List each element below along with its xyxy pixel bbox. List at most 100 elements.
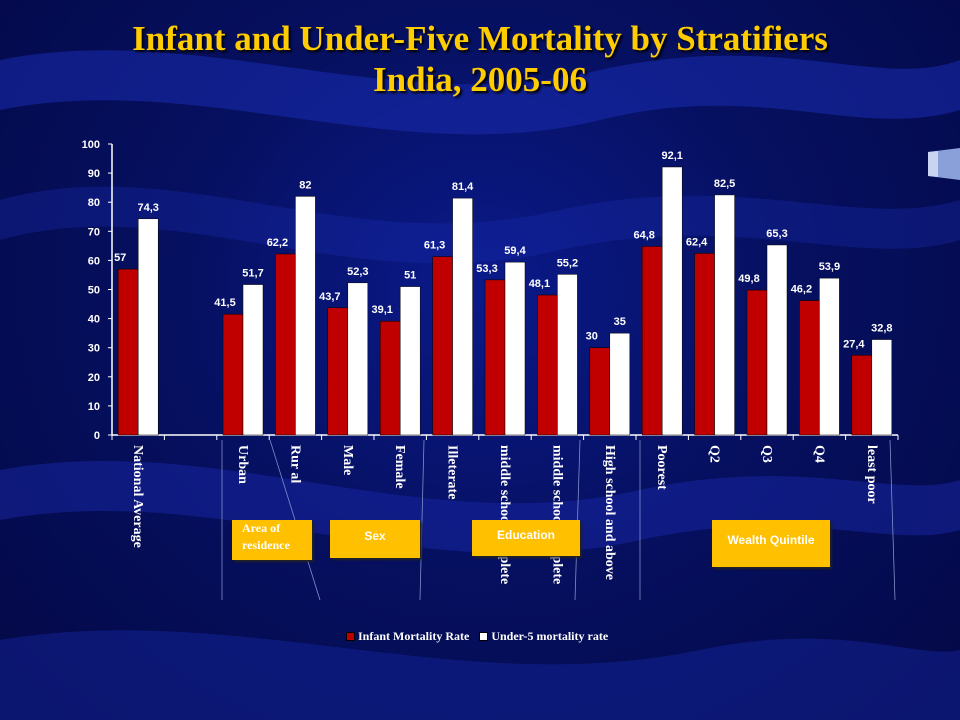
bar-under5-mortality <box>557 274 578 436</box>
group-separator-line <box>419 439 425 601</box>
data-label-infant: 57 <box>114 252 126 264</box>
data-label-under5: 82 <box>299 179 311 191</box>
data-label-under5: 81,4 <box>452 181 474 193</box>
edge-tab-decoration <box>928 148 960 180</box>
group-label-sex: Sex <box>330 520 420 558</box>
x-category-label: Urban <box>235 445 250 484</box>
data-label-under5: 74,3 <box>137 202 158 214</box>
y-tick-label: 50 <box>88 285 100 297</box>
data-label-infant: 48,1 <box>529 278 550 290</box>
x-category-label: least poor <box>864 445 879 504</box>
data-label-under5: 51,7 <box>242 268 263 280</box>
x-category-label: High school and above <box>602 445 617 580</box>
data-label-infant: 30 <box>586 331 598 343</box>
data-label-under5: 59,4 <box>504 245 526 257</box>
group-separator-line <box>889 439 896 601</box>
bar-infant-mortality <box>275 253 296 436</box>
y-tick-label: 0 <box>94 430 100 442</box>
bar-under5-mortality <box>242 284 264 436</box>
y-tick-label: 60 <box>88 255 100 267</box>
page-title: Infant and Under-Five Mortality by Strat… <box>0 18 960 100</box>
bar-under5-mortality <box>766 244 788 436</box>
data-label-under5: 52,3 <box>347 266 368 278</box>
bar-under5-mortality <box>609 332 631 436</box>
bar-under5-mortality <box>399 286 421 436</box>
group-label-wealth: Wealth Quintile <box>712 520 830 567</box>
bar-under5-mortality <box>819 277 840 436</box>
bar-infant-mortality <box>746 289 768 436</box>
x-category-label: Male <box>340 445 355 475</box>
data-label-infant: 62,4 <box>686 236 708 248</box>
bar-under5-mortality <box>295 196 316 436</box>
chart-legend: Infant Mortality Rate Under-5 mortality … <box>346 629 618 644</box>
data-label-infant: 39,1 <box>371 304 392 316</box>
bar-infant-mortality <box>694 253 715 436</box>
bar-infant-mortality <box>117 268 139 436</box>
title-line-1: Infant and Under-Five Mortality by Strat… <box>132 19 828 58</box>
bar-infant-mortality <box>589 347 611 436</box>
y-tick-label: 10 <box>88 401 100 413</box>
y-tick-label: 70 <box>88 226 100 238</box>
group-label-residence: Area of residence <box>232 520 312 560</box>
data-label-infant: 62,2 <box>267 237 288 249</box>
data-label-under5: 35 <box>614 316 626 328</box>
data-label-under5: 55,2 <box>557 257 578 269</box>
data-label-under5: 51 <box>404 270 416 282</box>
group-label-sex-text: Sex <box>364 529 386 543</box>
data-label-infant: 61,3 <box>424 240 445 252</box>
bar-under5-mortality <box>504 261 526 436</box>
y-tick-label: 80 <box>88 197 100 209</box>
data-label-under5: 92,1 <box>661 150 682 162</box>
x-category-label: Poorest <box>654 445 669 490</box>
x-category-label: Q4 <box>811 445 826 463</box>
data-label-infant: 46,2 <box>791 284 812 296</box>
bar-infant-mortality <box>851 355 873 436</box>
x-category-label: Illeterate <box>445 445 460 499</box>
data-label-infant: 64,8 <box>633 229 654 241</box>
legend-item-under5: Under-5 mortality rate <box>479 629 608 644</box>
x-category-label: Female <box>392 445 407 489</box>
title-line-2: India, 2005-06 <box>373 60 587 99</box>
data-label-under5: 53,9 <box>819 261 840 273</box>
y-tick-label: 40 <box>88 314 100 326</box>
data-label-under5: 65,3 <box>766 228 787 240</box>
bar-under5-mortality <box>347 282 369 436</box>
data-label-infant: 27,4 <box>843 338 865 350</box>
legend-label-infant: Infant Mortality Rate <box>358 629 470 643</box>
x-category-label: National Average <box>130 445 145 548</box>
x-category-label: Rur al <box>287 445 302 483</box>
group-label-wealth-text: Wealth Quintile <box>727 533 815 547</box>
bar-infant-mortality <box>799 300 820 436</box>
legend-label-under5: Under-5 mortality rate <box>491 629 609 643</box>
y-tick-label: 100 <box>82 139 100 151</box>
data-label-infant: 53,3 <box>476 263 497 275</box>
group-label-education-text: Education <box>496 528 555 542</box>
x-category-label: middle school complete <box>497 445 512 584</box>
group-label-residence-text: Area of residence <box>242 521 290 552</box>
bar-under5-mortality <box>452 197 473 436</box>
bar-under5-mortality <box>661 166 683 436</box>
data-label-under5: 82,5 <box>714 178 735 190</box>
legend-item-infant: Infant Mortality Rate <box>346 629 469 644</box>
x-category-label: middle school complete <box>549 445 564 584</box>
bar-under5-mortality <box>137 218 159 436</box>
bar-infant-mortality <box>379 320 401 436</box>
x-category-label: Q2 <box>707 445 722 463</box>
data-label-under5: 32,8 <box>871 323 892 335</box>
legend-swatch-under5 <box>479 632 489 641</box>
y-tick-label: 20 <box>88 372 100 384</box>
bar-infant-mortality <box>222 313 244 436</box>
bar-infant-mortality <box>537 294 558 436</box>
group-label-education: Education <box>472 520 580 556</box>
bar-under5-mortality <box>714 194 735 436</box>
y-tick-label: 90 <box>88 168 100 180</box>
bar-infant-mortality <box>641 246 663 436</box>
x-category-label: Q3 <box>759 445 774 463</box>
legend-swatch-infant <box>346 632 355 641</box>
bar-under5-mortality <box>871 339 893 436</box>
bar-infant-mortality <box>432 256 453 436</box>
y-tick-label: 30 <box>88 343 100 355</box>
data-label-infant: 43,7 <box>319 291 340 303</box>
data-label-infant: 49,8 <box>738 273 759 285</box>
